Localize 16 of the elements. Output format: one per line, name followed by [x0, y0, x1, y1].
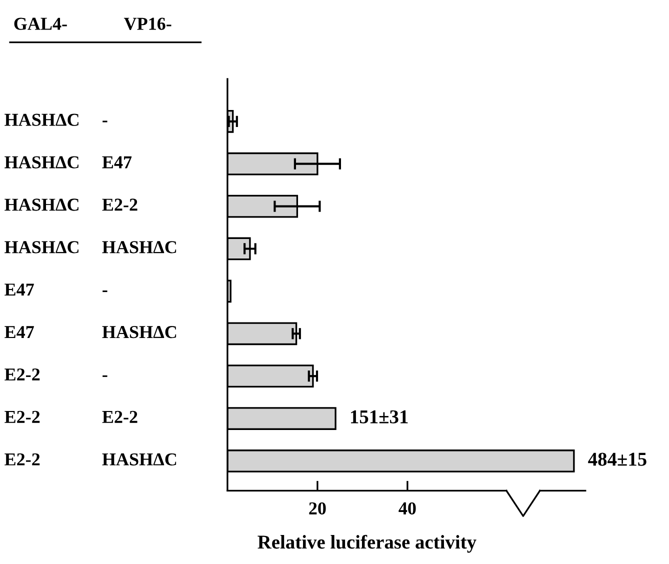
category-label: E47 - — [4, 284, 108, 296]
text: VP16- — [124, 18, 172, 30]
category-label: E2-2 - — [4, 368, 108, 380]
x-axis-title: Relative luciferase activity — [258, 534, 476, 553]
x-tick-label: 40 — [398, 502, 416, 514]
x-tick-label: 20 — [309, 502, 326, 514]
category-label: E2-2 HASHΔC — [4, 453, 176, 466]
category-label: HASHΔC - — [4, 114, 108, 126]
category-label: E2-2 E2-2 — [4, 410, 138, 423]
category-label: E47 HASHΔC — [4, 326, 176, 338]
category-label: HASHΔC HASHΔC — [4, 241, 176, 254]
text: GAL4- — [14, 18, 67, 30]
data-label: 484±15 — [588, 452, 646, 466]
category-label: HASHΔC E47 — [4, 156, 132, 168]
category-label: HASHΔC E2-2 — [4, 198, 138, 211]
data-label: 151±31 — [351, 410, 408, 424]
